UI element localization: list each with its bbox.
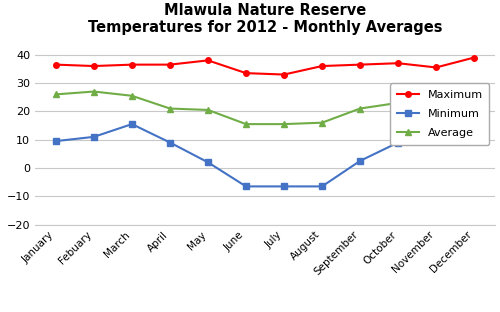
- Maximum: [53, 63, 59, 66]
- Minimum: [129, 122, 135, 126]
- Maximum: [91, 64, 97, 68]
- Minimum: [281, 184, 287, 188]
- Average: [319, 121, 325, 124]
- Average: [205, 108, 211, 112]
- Maximum: [243, 71, 249, 75]
- Line: Minimum: Minimum: [53, 121, 477, 189]
- Maximum: [205, 59, 211, 62]
- Title: Mlawula Nature Reserve
Temperatures for 2012 - Monthly Averages: Mlawula Nature Reserve Temperatures for …: [88, 3, 443, 35]
- Line: Maximum: Maximum: [53, 55, 477, 77]
- Average: [433, 101, 439, 105]
- Legend: Maximum, Minimum, Average: Maximum, Minimum, Average: [390, 84, 490, 145]
- Maximum: [357, 63, 363, 66]
- Maximum: [319, 64, 325, 68]
- Line: Average: Average: [52, 88, 478, 128]
- Average: [243, 122, 249, 126]
- Minimum: [53, 139, 59, 143]
- Maximum: [471, 56, 477, 59]
- Minimum: [167, 141, 173, 144]
- Minimum: [91, 135, 97, 139]
- Maximum: [167, 63, 173, 66]
- Average: [53, 92, 59, 96]
- Maximum: [129, 63, 135, 66]
- Minimum: [395, 141, 401, 144]
- Minimum: [433, 135, 439, 139]
- Maximum: [395, 61, 401, 65]
- Average: [395, 101, 401, 105]
- Average: [129, 94, 135, 98]
- Maximum: [433, 66, 439, 69]
- Minimum: [471, 135, 477, 139]
- Average: [281, 122, 287, 126]
- Average: [357, 107, 363, 110]
- Average: [167, 107, 173, 110]
- Minimum: [205, 160, 211, 164]
- Minimum: [243, 184, 249, 188]
- Average: [91, 90, 97, 93]
- Minimum: [357, 159, 363, 163]
- Maximum: [281, 73, 287, 76]
- Minimum: [319, 184, 325, 188]
- Average: [471, 95, 477, 99]
